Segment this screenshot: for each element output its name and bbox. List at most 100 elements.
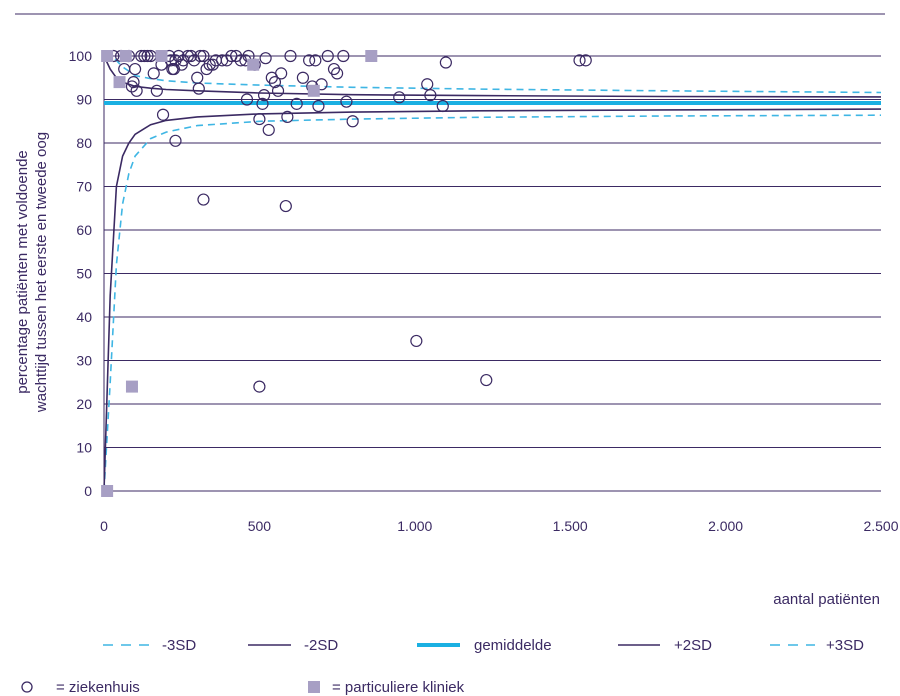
y-tick-label: 0 — [84, 483, 92, 499]
y-tick-labels: 0 10 20 30 40 50 60 70 80 90 100 — [69, 48, 93, 499]
gridlines — [103, 55, 881, 492]
ziekenhuis-point — [127, 75, 140, 89]
particuliere-kliniek-point — [113, 76, 126, 89]
ziekenhuis-point — [141, 49, 154, 63]
legend-minus3sd-label: -3SD — [162, 637, 196, 654]
legend-ziekenhuis-label: = ziekenhuis — [56, 679, 140, 696]
ziekenhuis-point — [321, 49, 334, 63]
ziekenhuis-point — [421, 78, 434, 91]
ziekenhuis-point — [480, 373, 493, 387]
ziekenhuis-point — [167, 62, 181, 76]
particuliere-kliniek-point — [247, 58, 260, 71]
ziekenhuis-point — [271, 84, 285, 97]
ziekenhuis-point — [191, 71, 204, 84]
y-tick-label: 90 — [76, 92, 92, 108]
ziekenhuis-point — [284, 49, 297, 63]
ziekenhuis-point — [197, 49, 210, 63]
y-tick-label: 20 — [76, 396, 92, 412]
legend-minus2sd-label: -2SD — [304, 637, 338, 654]
limit-line-plus3sd — [104, 55, 882, 94]
marker-legend: = ziekenhuis = particuliere kliniek — [21, 679, 465, 696]
ziekenhuis-point — [424, 89, 437, 102]
ziekenhuis-point — [290, 97, 303, 110]
limit-line-minus2sd — [103, 108, 882, 492]
ziekenhuis-point — [275, 67, 288, 80]
y-tick-label: 80 — [76, 135, 92, 151]
ziekenhuis-point — [181, 49, 195, 63]
legend-plus2sd-label: +2SD — [674, 637, 712, 654]
ziekenhuis-point — [253, 112, 266, 126]
x-tick-label: 1.500 — [553, 518, 588, 534]
ziekenhuis-point — [303, 54, 316, 67]
legend-plus3sd-label: +3SD — [826, 637, 864, 654]
ziekenhuis-point — [135, 49, 148, 63]
ziekenhuis-point — [197, 193, 210, 206]
ziekenhuis-point — [118, 62, 131, 76]
x-axis-label: aantal patiënten — [773, 591, 880, 608]
ziekenhuis-point — [257, 89, 271, 102]
particuliere-kliniek-point — [365, 50, 378, 62]
y-tick-label: 50 — [76, 266, 92, 282]
ziekenhuis-point — [393, 91, 406, 104]
particuliere-kliniek-point — [101, 50, 114, 62]
particuliere-kliniek-point — [125, 380, 138, 393]
ziekenhuis-point — [331, 67, 344, 80]
ziekenhuis-point — [203, 58, 216, 71]
ziekenhuis-point — [262, 123, 275, 137]
ziekenhuis-point — [138, 49, 151, 63]
ziekenhuis-point — [259, 52, 272, 65]
ziekenhuis-point — [573, 54, 586, 67]
legend-ziekenhuis-marker — [21, 681, 33, 693]
ziekenhuis-point — [256, 97, 269, 110]
x-tick-label: 2.500 — [863, 518, 898, 534]
legend-particulier-label: = particuliere kliniek — [332, 679, 465, 696]
ziekenhuis-point — [436, 99, 449, 113]
x-tick-labels: 0 500 1.000 1.500 2.000 2.500 — [100, 518, 899, 534]
ziekenhuis-point — [439, 56, 452, 69]
ziekenhuis-point — [147, 67, 160, 80]
ziekenhuis-point — [169, 134, 182, 147]
ziekenhuis-point — [279, 199, 292, 213]
ziekenhuis-point — [410, 334, 423, 348]
y-tick-label: 100 — [69, 48, 93, 64]
x-tick-label: 0 — [100, 518, 108, 534]
ziekenhuis-point — [579, 54, 592, 67]
ziekenhuis-point — [128, 62, 142, 76]
legend-mean-label: gemiddelde — [474, 637, 552, 654]
ziekenhuis-point — [309, 54, 322, 67]
ziekenhuis-point — [172, 49, 185, 63]
ziekenhuis-point — [312, 99, 325, 113]
ziekenhuis-point — [253, 380, 266, 393]
y-axis-label-line-2: wachttijd tussen het eerste en tweede oo… — [33, 132, 50, 413]
ziekenhuis-point — [268, 75, 282, 89]
ziekenhuis-point — [340, 95, 353, 108]
limit-line-minus3sd — [103, 114, 882, 492]
ziekenhuis-point — [194, 49, 207, 63]
y-tick-label: 10 — [76, 440, 92, 456]
legend-particulier-marker — [308, 681, 320, 693]
y-axis-label-line-1: percentage patiënten met voldoende — [14, 150, 31, 394]
ziekenhuis-point — [156, 108, 170, 121]
x-tick-label: 500 — [248, 518, 272, 534]
ziekenhuis-point — [337, 49, 350, 63]
y-tick-label: 60 — [76, 222, 92, 238]
data-points — [101, 49, 592, 497]
particuliere-kliniek-point — [119, 50, 132, 62]
ziekenhuis-point — [150, 84, 163, 97]
x-tick-label: 1.000 — [397, 518, 432, 534]
y-tick-label: 30 — [76, 353, 92, 369]
control-limit-lines — [103, 55, 882, 492]
ziekenhuis-point — [281, 110, 294, 124]
ziekenhuis-point — [315, 78, 328, 91]
particuliere-kliniek-point — [101, 485, 114, 497]
ziekenhuis-point — [130, 84, 143, 97]
ziekenhuis-point — [192, 82, 205, 95]
ziekenhuis-point — [296, 71, 310, 84]
ziekenhuis-point — [240, 93, 254, 106]
y-tick-label: 40 — [76, 309, 92, 325]
line-legend: -3SD -2SD gemiddelde +2SD +3SD — [103, 637, 864, 654]
ziekenhuis-point — [234, 54, 247, 67]
x-tick-label: 2.000 — [708, 518, 743, 534]
particuliere-kliniek-point — [155, 50, 168, 62]
